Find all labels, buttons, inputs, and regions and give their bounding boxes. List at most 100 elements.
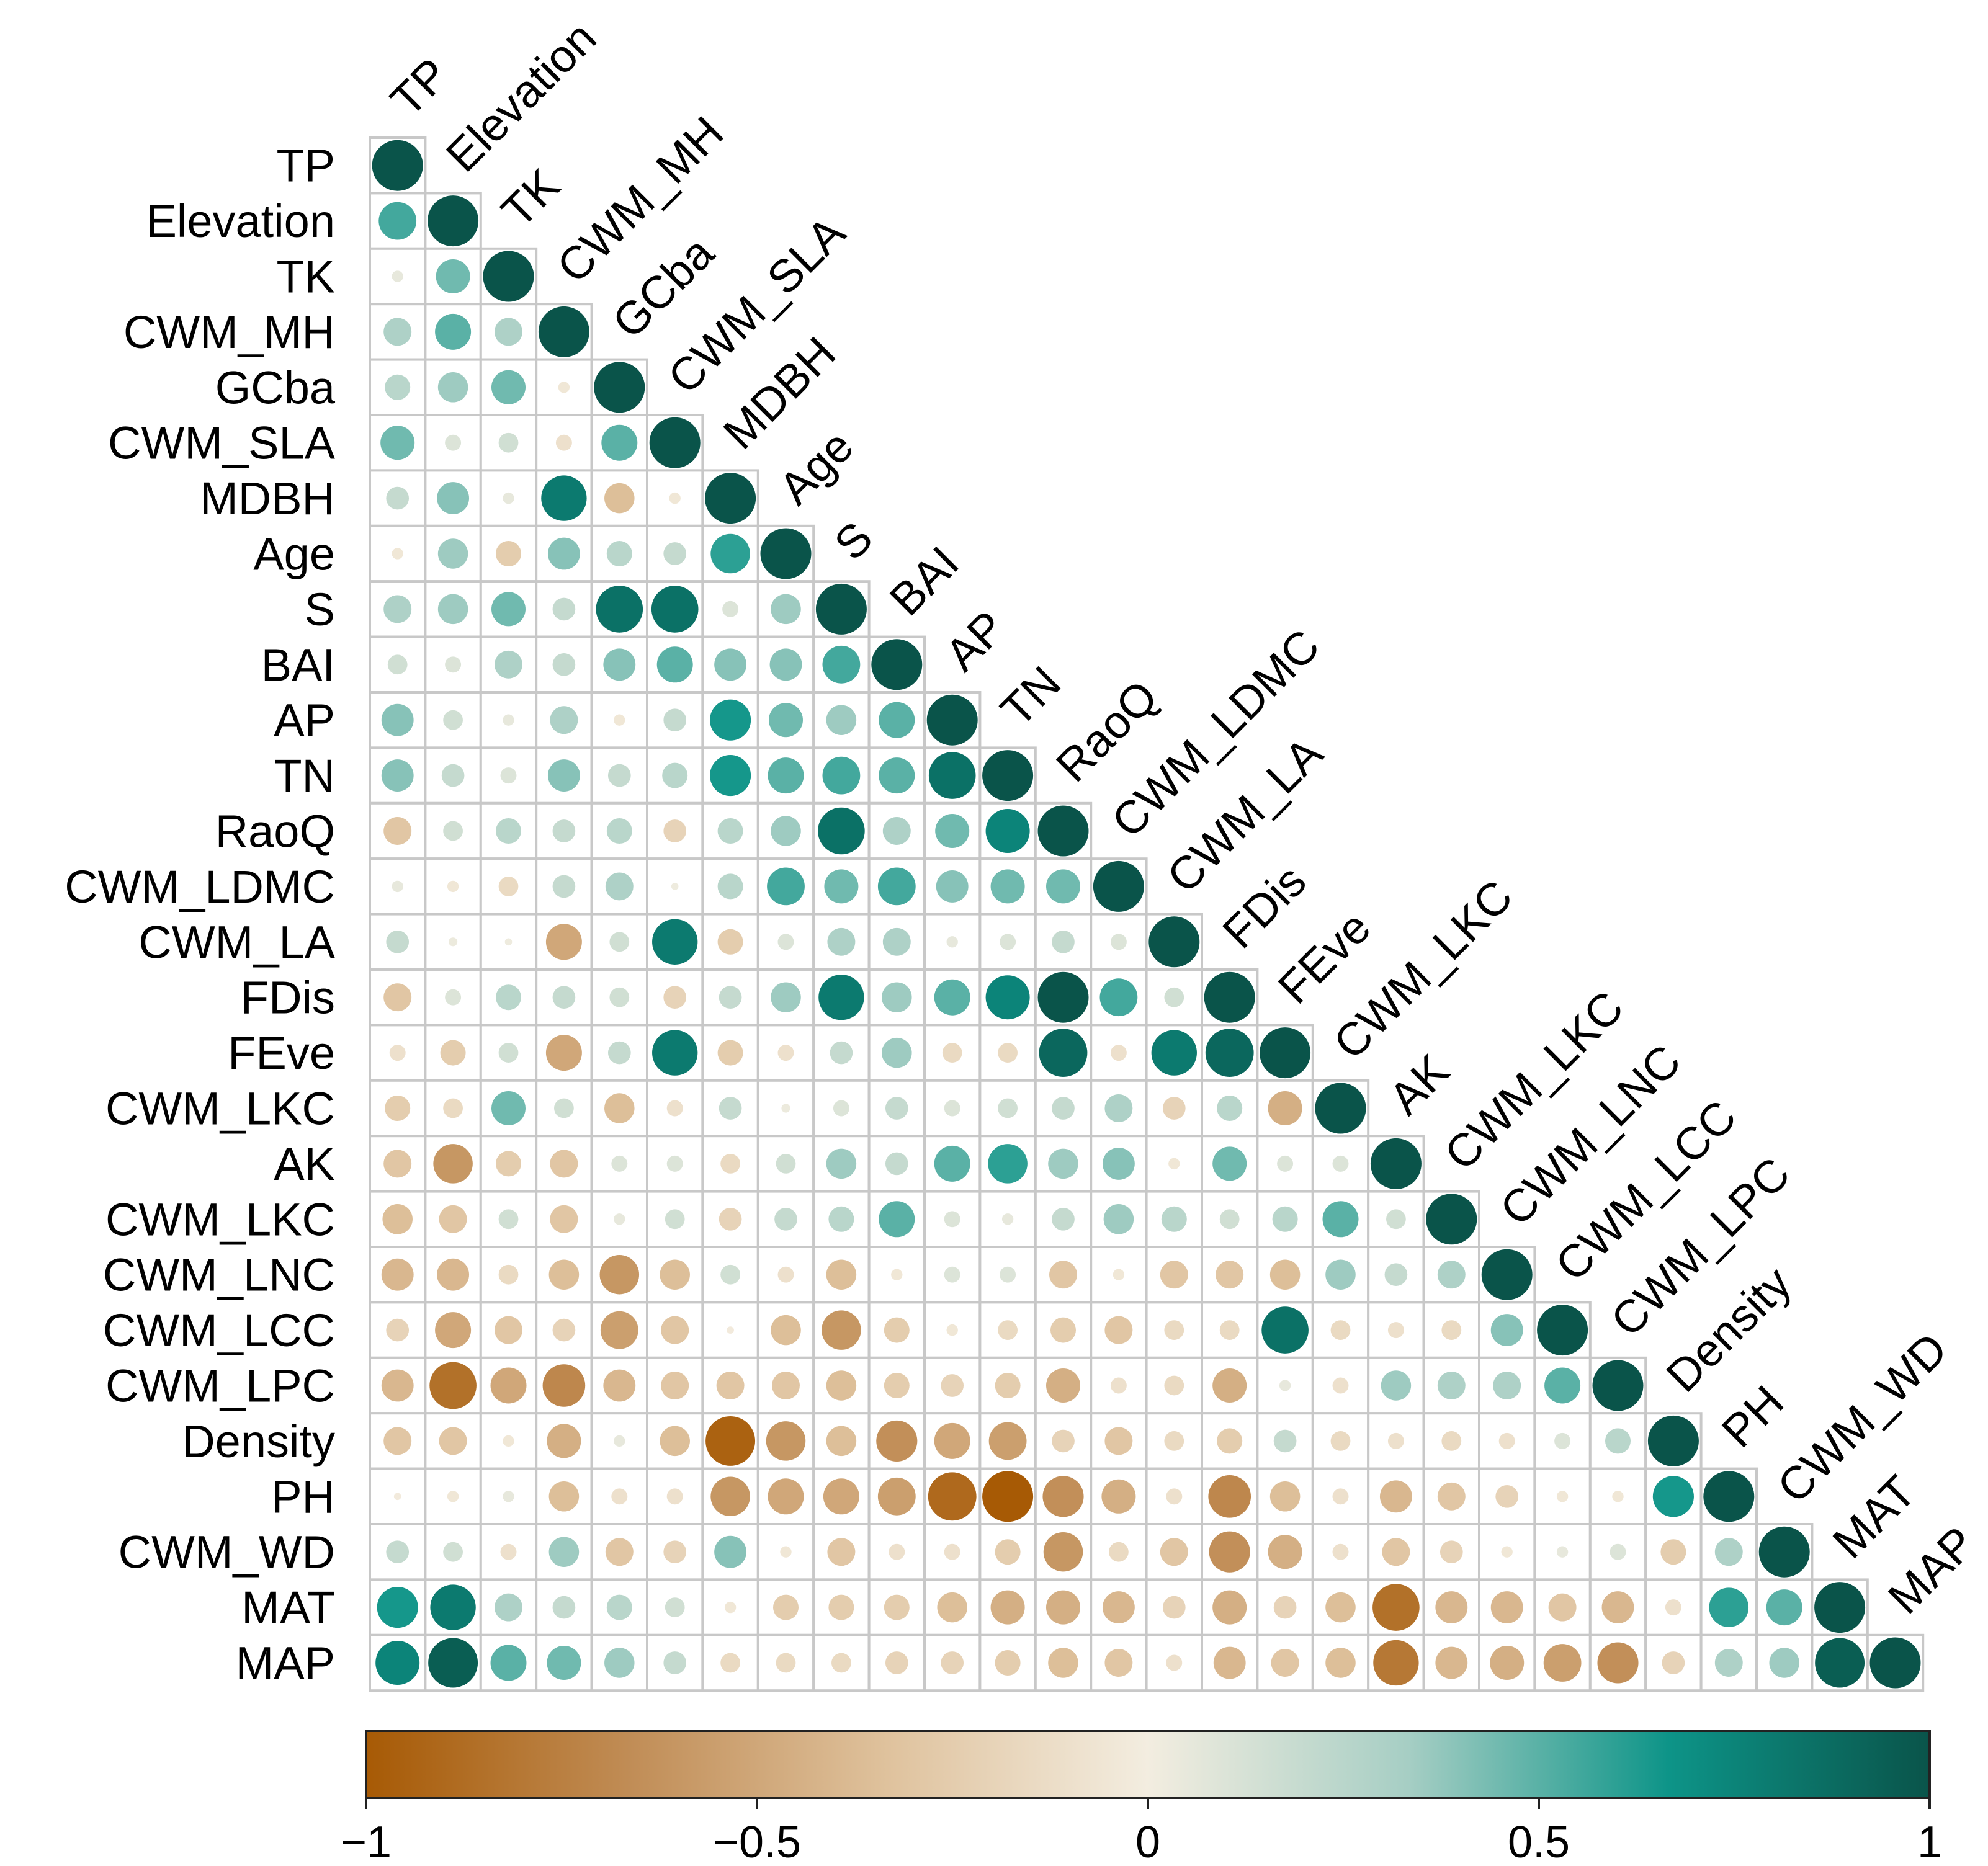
correlation-circle-26-9 (827, 1538, 856, 1566)
correlation-circle-12-7 (710, 755, 751, 797)
correlation-circle-11-4 (550, 706, 578, 734)
correlation-circle-18-18 (1315, 1083, 1366, 1134)
correlation-circle-27-3 (495, 1593, 522, 1622)
correlation-circle-11-10 (879, 702, 915, 738)
correlation-circle-20-2 (439, 1205, 467, 1233)
correlation-circle-22-20 (1441, 1320, 1462, 1340)
correlation-circle-12-1 (381, 759, 414, 792)
matrix-cell (479, 1578, 538, 1636)
correlation-circle-26-3 (500, 1543, 517, 1560)
correlation-circle-27-8 (773, 1594, 799, 1620)
correlation-circle-25-19 (1379, 1480, 1412, 1513)
correlation-circle-10-3 (495, 650, 522, 679)
correlation-circle-22-7 (727, 1326, 734, 1334)
correlation-circle-28-10 (885, 1651, 908, 1674)
correlation-circle-8-3 (496, 541, 521, 566)
correlation-circle-27-15 (1162, 1596, 1186, 1619)
correlation-circle-18-9 (833, 1100, 849, 1117)
correlation-circle-10-2 (445, 656, 462, 673)
correlation-circles (372, 140, 1921, 1689)
correlation-circle-16-12 (985, 975, 1030, 1020)
correlation-circle-6-3 (498, 432, 519, 453)
correlation-circle-25-7 (710, 1476, 750, 1517)
row-label: CWM_LPC (105, 1360, 335, 1412)
correlation-circle-5-5 (594, 362, 645, 413)
correlation-circle-13-1 (383, 817, 412, 845)
correlation-circle-24-10 (876, 1420, 918, 1462)
correlation-circle-20-14 (1103, 1204, 1134, 1234)
correlation-circle-28-22 (1543, 1644, 1582, 1682)
correlation-circle-23-7 (716, 1372, 745, 1400)
row-label: GCba (215, 362, 336, 413)
correlation-circle-16-16 (1204, 971, 1255, 1023)
correlation-circle-17-10 (882, 1037, 912, 1068)
correlation-circle-1-1 (372, 140, 423, 191)
correlation-circle-21-14 (1113, 1269, 1125, 1280)
correlation-circle-20-3 (498, 1209, 519, 1230)
correlation-circle-25-11 (928, 1472, 977, 1521)
correlation-circle-18-14 (1104, 1094, 1133, 1122)
correlation-circle-11-6 (663, 708, 687, 732)
correlation-circle-24-9 (826, 1426, 857, 1457)
correlation-circle-20-13 (1052, 1207, 1075, 1231)
correlation-circle-4-3 (495, 318, 522, 346)
correlation-circle-23-16 (1212, 1368, 1247, 1403)
correlation-circle-21-16 (1216, 1261, 1244, 1289)
correlation-circle-15-13 (1052, 930, 1075, 953)
row-label: CWM_MH (123, 306, 335, 358)
correlation-circle-23-10 (884, 1373, 910, 1398)
matrix-cell (590, 1356, 648, 1415)
correlation-circle-16-4 (552, 986, 576, 1009)
correlation-circle-9-9 (815, 583, 867, 635)
correlation-circle-15-7 (717, 929, 743, 955)
correlation-circle-24-17 (1273, 1429, 1297, 1453)
row-label: CWM_LDMC (65, 861, 335, 913)
correlation-circle-18-1 (385, 1096, 411, 1121)
row-label: CWM_SLA (108, 417, 336, 469)
correlation-circle-11-8 (768, 703, 804, 738)
row-label: S (305, 584, 335, 635)
correlation-circle-24-8 (766, 1421, 806, 1461)
correlation-circle-24-18 (1330, 1431, 1351, 1451)
correlation-circle-17-8 (777, 1045, 794, 1061)
correlation-circle-19-2 (433, 1144, 473, 1184)
correlation-circle-17-7 (717, 1040, 743, 1066)
correlation-circle-25-13 (1042, 1476, 1084, 1517)
correlation-circle-8-1 (392, 548, 403, 560)
correlation-circle-26-21 (1501, 1546, 1513, 1558)
correlation-circle-14-4 (552, 875, 576, 898)
correlation-circle-16-7 (719, 986, 742, 1009)
correlation-circle-19-10 (885, 1152, 908, 1176)
correlation-circle-26-22 (1556, 1546, 1569, 1558)
row-label: MAP (236, 1638, 335, 1689)
correlation-circle-27-12 (990, 1590, 1025, 1625)
correlation-circle-15-10 (882, 927, 911, 956)
correlation-circle-19-16 (1212, 1146, 1247, 1181)
correlation-circle-28-5 (604, 1648, 635, 1678)
correlation-circle-27-16 (1212, 1590, 1247, 1625)
correlation-circle-16-1 (383, 983, 412, 1012)
correlation-circle-15-8 (777, 934, 794, 950)
correlation-circle-23-4 (542, 1364, 586, 1407)
correlation-circle-21-21 (1481, 1249, 1533, 1300)
correlation-circle-18-10 (885, 1097, 908, 1120)
correlation-circle-28-27 (1815, 1638, 1865, 1688)
correlation-circle-5-4 (558, 382, 570, 393)
correlation-circle-21-10 (891, 1269, 903, 1280)
correlation-circle-6-1 (380, 426, 415, 460)
correlation-circle-11-5 (614, 714, 625, 726)
correlation-circle-27-26 (1766, 1589, 1802, 1626)
correlation-circle-18-7 (719, 1097, 742, 1120)
correlation-circle-25-5 (611, 1488, 628, 1505)
correlation-circle-20-1 (382, 1204, 413, 1234)
correlation-circle-27-11 (937, 1592, 967, 1623)
correlation-circle-25-4 (548, 1481, 580, 1512)
correlation-circle-6-4 (555, 434, 572, 451)
colorbar-tick-label: −1 (341, 1818, 392, 1866)
correlation-circle-13-6 (663, 819, 687, 842)
correlation-circle-20-18 (1322, 1201, 1359, 1238)
correlation-circle-25-3 (503, 1491, 514, 1502)
correlation-circle-20-19 (1386, 1209, 1406, 1230)
correlation-circle-8-8 (760, 528, 812, 579)
correlation-circle-22-1 (386, 1318, 410, 1342)
